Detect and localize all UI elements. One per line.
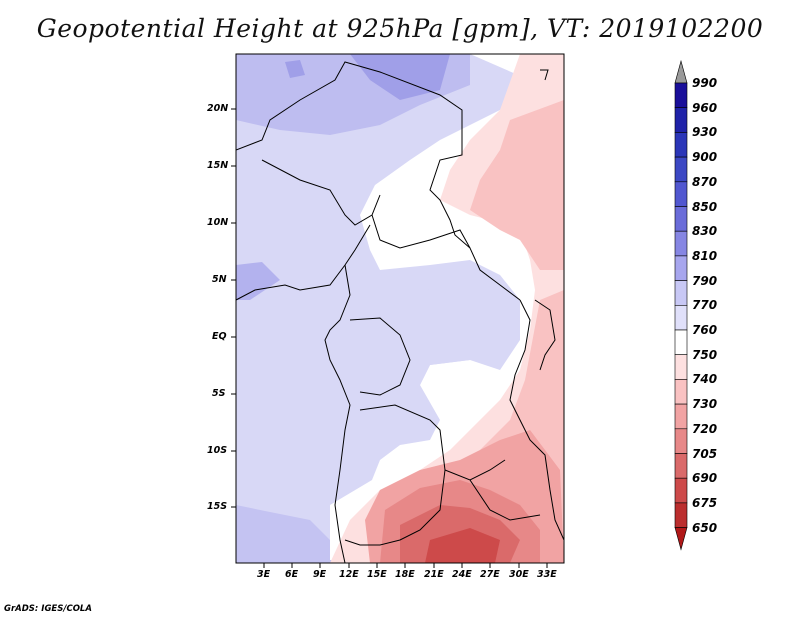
colorbar-swatch bbox=[674, 132, 688, 158]
colorbar-level-label: 870 bbox=[692, 174, 718, 189]
colorbar-level-label: 770 bbox=[692, 298, 718, 313]
lat-label: EQ bbox=[212, 331, 227, 342]
colorbar bbox=[674, 59, 688, 551]
colorbar-level-label: 760 bbox=[692, 323, 718, 337]
colorbar-level-label: 690 bbox=[692, 471, 718, 486]
tick-marks bbox=[231, 108, 548, 568]
colorbar-swatch bbox=[674, 156, 688, 183]
colorbar-swatch bbox=[674, 403, 688, 430]
colorbar-level-label: 900 bbox=[692, 150, 718, 165]
colorbar-level-label: 960 bbox=[692, 100, 718, 115]
colorbar-arrow-top bbox=[674, 59, 688, 84]
lat-label: 10N bbox=[207, 217, 229, 228]
colorbar-level-label: 705 bbox=[692, 446, 718, 461]
border-drc-south bbox=[359, 404, 506, 481]
border-zambia bbox=[469, 479, 541, 521]
colorbar-level-label: 750 bbox=[692, 347, 718, 362]
colorbar-swatch bbox=[674, 379, 688, 405]
colorbar-level-label: 830 bbox=[692, 224, 718, 239]
colorbar-level-label: 740 bbox=[692, 372, 718, 387]
field-small-low bbox=[285, 60, 305, 78]
field-ethiopia-high bbox=[470, 100, 564, 270]
lon-label: 12E bbox=[339, 569, 359, 580]
lon-label: 9E bbox=[313, 569, 327, 580]
border-lakes bbox=[534, 299, 556, 371]
lon-label: 27E bbox=[480, 569, 500, 580]
lon-label: 24E bbox=[452, 569, 472, 580]
lat-label: 15S bbox=[207, 501, 228, 512]
colorbar-level-label: 930 bbox=[692, 125, 718, 140]
lon-label: 18E bbox=[395, 569, 415, 580]
lat-label: 15N bbox=[207, 160, 229, 171]
colorbar-swatch bbox=[674, 477, 688, 504]
colorbar-swatch bbox=[674, 255, 688, 281]
colorbar-swatch bbox=[674, 107, 688, 133]
colorbar-level-label: 850 bbox=[692, 199, 718, 214]
colorbar-level-label: 790 bbox=[692, 273, 718, 288]
colorbar-swatch bbox=[674, 206, 688, 232]
footer-credit: GrADS: IGES/COLA bbox=[4, 604, 92, 614]
colorbar-swatch bbox=[674, 329, 688, 356]
lon-label: 6E bbox=[285, 569, 299, 580]
colorbar-level-label: 810 bbox=[692, 248, 718, 263]
border-northeast bbox=[540, 69, 549, 81]
lon-label: 33E bbox=[537, 569, 557, 580]
colorbar-swatch bbox=[674, 428, 688, 454]
colorbar-level-label: 675 bbox=[692, 495, 718, 510]
field-congo-basin bbox=[380, 270, 500, 385]
colorbar-arrow-bottom bbox=[674, 527, 688, 551]
colorbar-level-label: 720 bbox=[692, 421, 718, 436]
field-gulf-low bbox=[236, 262, 280, 300]
colorbar-swatch bbox=[674, 280, 688, 306]
lat-label: 5S bbox=[212, 388, 226, 399]
colorbar-swatch bbox=[674, 230, 688, 257]
colorbar-swatch bbox=[674, 502, 688, 528]
lat-label: 20N bbox=[207, 103, 229, 114]
lon-label: 3E bbox=[257, 569, 271, 580]
field-south-min bbox=[425, 528, 500, 563]
field-sahara-low bbox=[350, 54, 450, 100]
lat-label: 5N bbox=[212, 274, 227, 285]
lat-label: 10S bbox=[207, 445, 228, 456]
border-east bbox=[509, 299, 564, 541]
colorbar-swatch bbox=[674, 453, 688, 479]
colorbar-level-label: 650 bbox=[692, 520, 718, 535]
border-westcoast bbox=[236, 150, 371, 301]
colorbar-swatch bbox=[674, 304, 688, 331]
lon-label: 21E bbox=[424, 569, 444, 580]
field-sw-low bbox=[236, 505, 340, 563]
border-angola bbox=[344, 469, 446, 546]
colorbar-swatch bbox=[674, 181, 688, 207]
lon-label: 30E bbox=[509, 569, 529, 580]
colorbar-level-label: 990 bbox=[692, 76, 718, 90]
lon-label: 15E bbox=[367, 569, 387, 580]
colorbar-swatch bbox=[674, 82, 688, 109]
border-congo bbox=[349, 317, 411, 396]
border-car bbox=[371, 214, 471, 249]
border-coast-south bbox=[324, 264, 351, 563]
height-field bbox=[236, 54, 564, 563]
borders bbox=[236, 61, 564, 563]
colorbar-swatch bbox=[674, 354, 688, 380]
map-title: Geopotential Height at 925hPa [gpm], VT:… bbox=[36, 14, 764, 43]
map-frame bbox=[235, 53, 565, 564]
colorbar-level-label: 730 bbox=[692, 397, 718, 412]
